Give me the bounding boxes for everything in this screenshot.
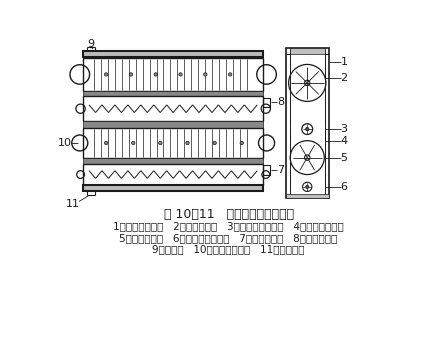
Bar — [83, 96, 264, 121]
Text: 图 10－11   双层扁条滚筒清理机: 图 10－11 双层扁条滚筒清理机 — [164, 209, 293, 221]
Text: 1: 1 — [341, 57, 347, 67]
Circle shape — [306, 127, 309, 131]
Bar — [83, 159, 264, 164]
Text: 11: 11 — [66, 199, 80, 209]
Circle shape — [179, 73, 182, 76]
Circle shape — [132, 141, 135, 145]
Bar — [83, 121, 264, 127]
Text: 1－上层扁条滚筒   2－上层排杂网   3－上层螺旋输送器   4－下层扁条滚筒: 1－上层扁条滚筒 2－上层排杂网 3－上层螺旋输送器 4－下层扁条滚筒 — [113, 221, 344, 232]
Text: 9－进料口   10－上层螺旋出口   11－尘杂出口: 9－进料口 10－上层螺旋出口 11－尘杂出口 — [153, 245, 305, 255]
Circle shape — [228, 73, 232, 76]
Circle shape — [306, 185, 309, 188]
Bar — [263, 165, 270, 174]
Bar — [286, 194, 329, 198]
Bar — [263, 98, 270, 107]
Text: 5: 5 — [341, 152, 347, 163]
Circle shape — [204, 73, 207, 76]
Bar — [83, 51, 264, 57]
Circle shape — [159, 141, 162, 145]
Bar — [83, 127, 264, 159]
Circle shape — [154, 73, 157, 76]
Circle shape — [240, 141, 244, 145]
Text: 7: 7 — [277, 165, 284, 175]
Text: 9: 9 — [87, 40, 94, 49]
Text: 3: 3 — [341, 124, 347, 134]
Bar — [83, 57, 264, 91]
Circle shape — [213, 141, 216, 145]
Circle shape — [104, 73, 108, 76]
Circle shape — [129, 73, 132, 76]
Text: 4: 4 — [340, 136, 347, 146]
Bar — [83, 91, 264, 96]
Text: 6: 6 — [341, 182, 347, 192]
Bar — [83, 185, 264, 192]
Text: 5－下层排杂网   6－下层螺旋输送器   7－下层出料口   8－上层出料口: 5－下层排杂网 6－下层螺旋输送器 7－下层出料口 8－上层出料口 — [120, 233, 338, 243]
Bar — [290, 48, 325, 54]
Circle shape — [186, 141, 189, 145]
Bar — [286, 48, 329, 198]
Text: 8: 8 — [277, 97, 284, 107]
Circle shape — [104, 141, 108, 145]
Bar — [83, 164, 264, 185]
Text: 10: 10 — [58, 138, 72, 148]
Text: 2: 2 — [340, 73, 347, 82]
